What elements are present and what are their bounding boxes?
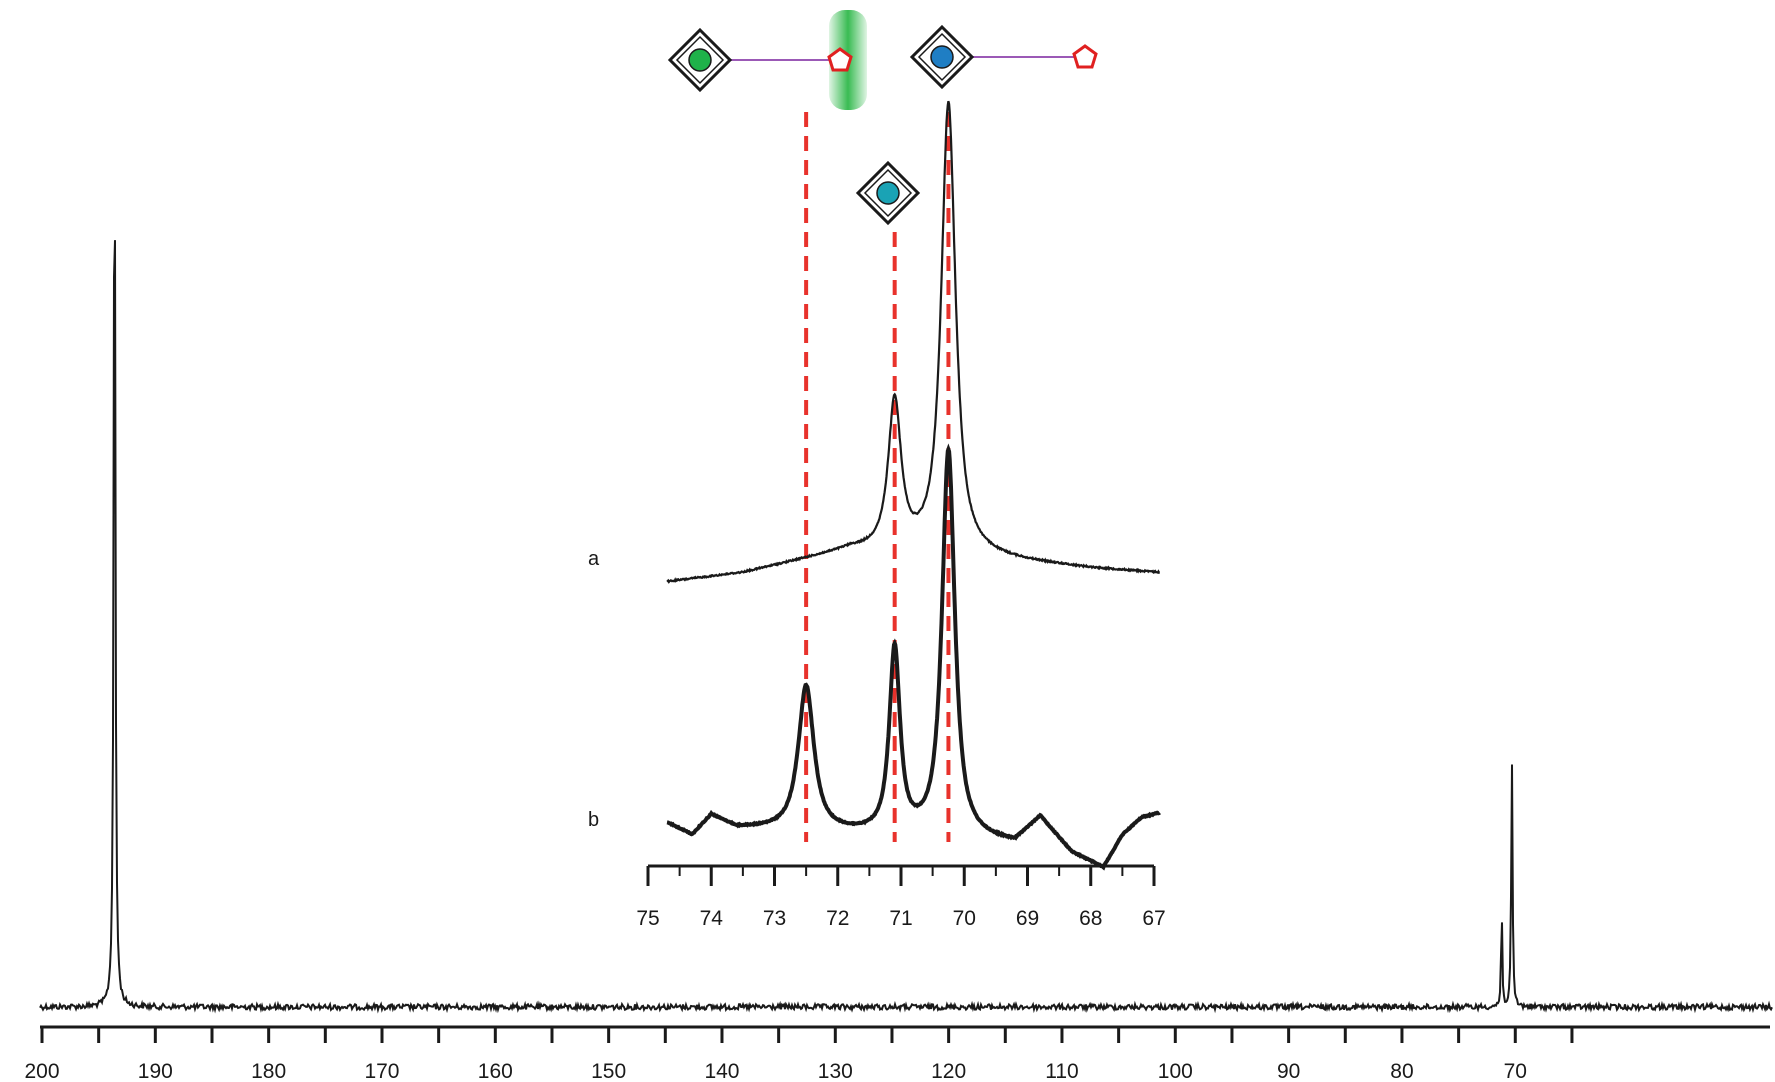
inset-spectrum: a b 75 74 73 72 71 70 69 68 67 [588, 100, 1166, 930]
red-pentagon-icon [1072, 44, 1098, 69]
glycan-structure-middle [855, 160, 921, 226]
main-x-ticks [40, 1027, 1574, 1043]
main-tick-label: 80 [1390, 1060, 1413, 1082]
inset-x-ticks [646, 866, 1156, 886]
inset-tick-label: 69 [1016, 907, 1039, 930]
main-tick-label: 120 [931, 1060, 966, 1082]
inset-tick-label: 73 [763, 907, 786, 930]
inset-trace-b [666, 443, 1161, 871]
inset-tick-label: 75 [636, 907, 659, 930]
inset-tick-label: 70 [953, 907, 976, 930]
diamond-inner-icon [863, 168, 913, 218]
main-tick-label: 70 [1504, 1060, 1527, 1082]
main-tick-label: 180 [251, 1060, 286, 1082]
inset-tick-label: 72 [826, 907, 849, 930]
main-tick-label: 200 [24, 1060, 59, 1082]
blue-circle-icon [930, 45, 954, 69]
inset-trace-a [666, 100, 1161, 584]
teal-circle-icon [876, 181, 900, 205]
inset-tick-label: 71 [889, 907, 912, 930]
trace-label-b: b [588, 809, 599, 831]
inset-tick-label: 68 [1079, 907, 1102, 930]
inset-x-tick-labels: 75 74 73 72 71 70 69 68 67 [636, 907, 1165, 930]
main-tick-label: 140 [704, 1060, 739, 1082]
main-spectrum-trace [39, 240, 1773, 1014]
main-tick-label: 100 [1158, 1060, 1193, 1082]
main-tick-label: 110 [1045, 1060, 1078, 1082]
trace-label-a: a [588, 548, 600, 570]
main-spectrum: 200 190 180 170 160 150 140 130 120 110 100 90 80 70 [24, 240, 1773, 1082]
main-tick-label: 90 [1277, 1060, 1300, 1082]
diamond-inner-icon [675, 35, 725, 85]
inset-tick-label: 74 [700, 907, 724, 930]
glycan-structure-right [909, 24, 1098, 90]
diamond-inner-icon [917, 32, 967, 82]
main-x-tick-labels: 200 190 180 170 160 150 140 130 120 110 100 90 80 70 [24, 1060, 1526, 1082]
main-tick-label: 170 [364, 1060, 399, 1082]
main-tick-label: 190 [138, 1060, 173, 1082]
inset-tick-label: 67 [1142, 907, 1165, 930]
main-tick-label: 130 [818, 1060, 853, 1082]
green-circle-icon [688, 48, 712, 72]
main-tick-label: 150 [591, 1060, 626, 1082]
glycan-structure-left [667, 10, 867, 110]
red-pentagon-icon [827, 47, 853, 72]
main-tick-label: 160 [478, 1060, 513, 1082]
reference-lines [804, 112, 951, 842]
